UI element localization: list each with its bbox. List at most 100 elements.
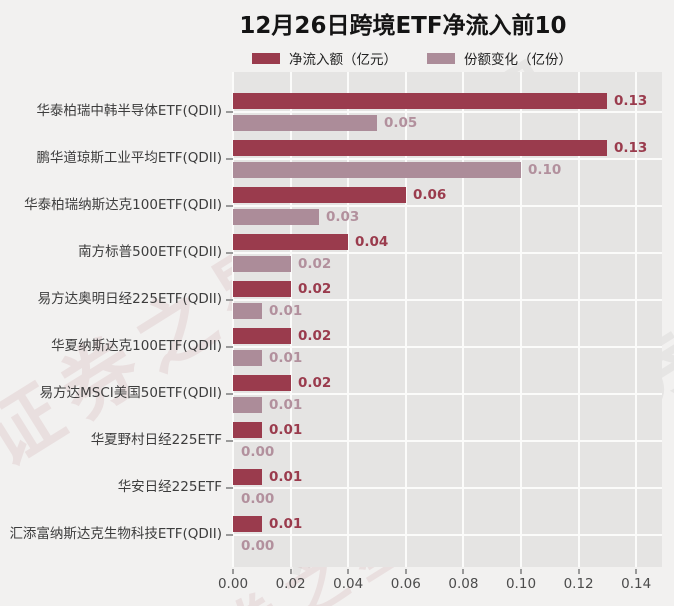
category-label: 易方达奥明日经225ETF(QDII)	[37, 291, 222, 307]
share-change-bar	[233, 303, 262, 319]
share-change-bar	[233, 397, 262, 413]
share-change-value-label: 0.01	[269, 397, 303, 413]
share-change-value-label: 0.05	[384, 115, 418, 131]
x-gridline	[462, 72, 465, 567]
net-inflow-swatch-icon	[252, 52, 280, 64]
y-gridline	[233, 487, 662, 489]
net-inflow-bar	[233, 93, 607, 109]
share-change-bar	[233, 162, 521, 178]
y-gridline	[233, 346, 662, 348]
net-inflow-value-label: 0.01	[269, 469, 303, 485]
legend-label: 份额变化（亿份）	[464, 52, 572, 68]
category-label: 华安日经225ETF	[117, 479, 222, 495]
x-axis-tick	[289, 569, 292, 574]
x-gridline	[289, 72, 292, 567]
net-inflow-bar	[233, 469, 262, 485]
legend-label: 净流入额（亿元）	[289, 52, 397, 68]
category-label: 汇添富纳斯达克生物科技ETF(QDII)	[9, 526, 222, 542]
y-gridline	[233, 111, 662, 113]
share-change-bar	[233, 209, 319, 225]
category-label: 南方标普500ETF(QDII)	[78, 244, 222, 260]
x-axis-tick	[347, 569, 350, 574]
x-axis-tick-label: 0.08	[448, 576, 479, 592]
x-gridline	[404, 72, 407, 567]
share-change-bar	[233, 115, 377, 131]
share-change-bar	[233, 350, 262, 366]
share-change-value-label: 0.00	[241, 538, 275, 554]
share-change-swatch-icon	[427, 52, 455, 64]
share-change-value-label: 0.00	[241, 444, 275, 460]
legend-item-net-inflow: 净流入额（亿元）	[252, 48, 397, 68]
x-axis-tick-label: 0.10	[505, 576, 537, 592]
category-label: 鹏华道琼斯工业平均ETF(QDII)	[36, 150, 222, 166]
x-axis-tick	[520, 569, 522, 574]
net-inflow-value-label: 0.01	[269, 516, 303, 532]
net-inflow-bar	[233, 328, 291, 344]
net-inflow-value-label: 0.02	[298, 281, 332, 297]
x-gridline	[577, 72, 580, 567]
legend-item-share-change: 份额变化（亿份）	[427, 48, 572, 68]
x-axis-tick-label: 0.12	[563, 576, 594, 592]
chart-title: 12月26日跨境ETF净流入前10	[239, 13, 567, 39]
share-change-value-label: 0.01	[269, 350, 303, 366]
net-inflow-value-label: 0.04	[355, 234, 389, 250]
x-gridline	[635, 72, 638, 567]
y-axis-tick	[226, 346, 233, 348]
y-axis-tick	[226, 111, 233, 113]
net-inflow-value-label: 0.06	[413, 187, 447, 203]
x-gridline	[347, 72, 350, 567]
share-change-bar	[233, 256, 291, 272]
y-axis-tick	[226, 440, 233, 442]
x-axis-tick	[232, 569, 234, 574]
net-inflow-bar	[233, 516, 262, 532]
x-axis-tick-label: 0.02	[275, 576, 306, 592]
x-axis-tick-label: 0.00	[217, 576, 249, 592]
x-gridline	[520, 72, 522, 567]
net-inflow-value-label: 0.01	[269, 422, 303, 438]
y-gridline	[233, 534, 662, 536]
net-inflow-value-label: 0.02	[298, 375, 332, 391]
net-inflow-bar	[233, 281, 291, 297]
y-axis-tick	[226, 534, 233, 536]
y-axis-tick	[226, 205, 233, 207]
x-axis-tick	[462, 569, 465, 574]
chart-legend: 净流入额（亿元） 份额变化（亿份）	[252, 48, 572, 68]
x-axis-tick	[577, 569, 580, 574]
net-inflow-value-label: 0.02	[298, 328, 332, 344]
x-axis-tick-label: 0.14	[621, 576, 652, 592]
category-label: 华泰柏瑞中韩半导体ETF(QDII)	[36, 103, 222, 119]
category-label: 华夏野村日经225ETF	[90, 432, 222, 448]
x-axis-tick-label: 0.06	[390, 576, 421, 592]
category-label: 华泰柏瑞纳斯达克100ETF(QDII)	[24, 197, 222, 213]
y-axis-tick	[226, 158, 233, 160]
share-change-value-label: 0.10	[528, 162, 562, 178]
x-axis-tick	[635, 569, 638, 574]
share-change-value-label: 0.01	[269, 303, 303, 319]
y-gridline	[233, 393, 662, 395]
y-axis-tick	[226, 393, 233, 395]
y-gridline	[233, 299, 662, 301]
y-gridline	[233, 205, 662, 207]
net-inflow-bar	[233, 140, 607, 156]
x-gridline	[232, 72, 234, 567]
share-change-value-label: 0.03	[326, 209, 360, 225]
y-gridline	[233, 252, 662, 254]
y-axis-tick	[226, 299, 233, 301]
y-axis-tick	[226, 252, 233, 254]
y-gridline	[233, 440, 662, 442]
x-axis-tick-label: 0.04	[333, 576, 364, 592]
net-inflow-bar	[233, 375, 291, 391]
net-inflow-bar	[233, 187, 406, 203]
net-inflow-value-label: 0.13	[614, 93, 648, 109]
category-label: 华夏纳斯达克100ETF(QDII)	[51, 338, 222, 354]
share-change-value-label: 0.02	[298, 256, 332, 272]
y-gridline	[233, 158, 662, 160]
net-inflow-bar	[233, 234, 348, 250]
x-axis-tick	[404, 569, 407, 574]
net-inflow-value-label: 0.13	[614, 140, 648, 156]
plot-area: 0.13 0.05 0.13 0.10 0.06 0.03 0.04 0.02 0.02 0.01…	[232, 72, 662, 567]
net-inflow-bar	[233, 422, 262, 438]
category-label: 易方达MSCI美国50ETF(QDII)	[39, 385, 222, 401]
share-change-value-label: 0.00	[241, 491, 275, 507]
